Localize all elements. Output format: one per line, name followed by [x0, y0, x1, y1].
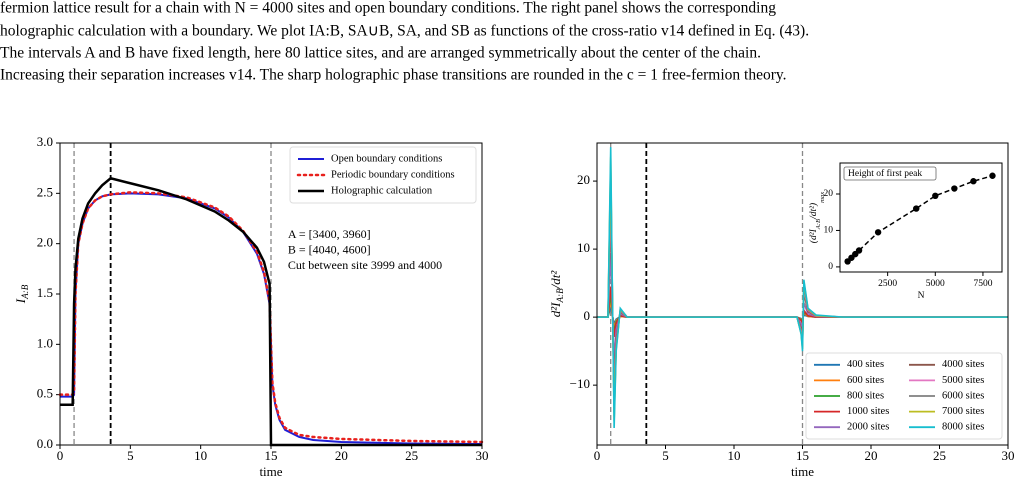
axis-label: d²IA:B/dt²: [548, 270, 565, 318]
y-tick-label: 1.0: [37, 335, 53, 350]
x-tick-label: 2500: [878, 279, 897, 289]
legend-label: 8000 sites: [942, 422, 984, 433]
caption-line: holographic calculation with a boundary.…: [0, 23, 809, 40]
caption-line: Increasing their separation increases v1…: [0, 67, 786, 84]
plot-frame: [839, 162, 1003, 273]
x-tick-label: 0: [57, 448, 64, 463]
y-tick-label: 0: [828, 262, 833, 272]
legend-box: [805, 352, 1003, 440]
y-tick-label: 20: [577, 172, 590, 187]
x-tick-label: 30: [1002, 448, 1015, 463]
series-line: [597, 147, 1008, 429]
x-tick-label: 20: [335, 448, 348, 463]
axis-label-part: A:B: [815, 219, 822, 230]
legend-label: 4000 sites: [942, 359, 984, 370]
data-point: [913, 205, 920, 212]
legend-label: Periodic boundary conditions: [331, 169, 455, 180]
x-tick-label: 25: [933, 448, 946, 463]
data-point: [874, 229, 882, 236]
x-tick-label: 10: [194, 448, 207, 463]
caption-line: fermion lattice result for a chain with …: [0, 0, 776, 17]
legend-label: 5000 sites: [942, 375, 984, 386]
x-tick-label: 7500: [973, 279, 992, 289]
y-tick-label: 0.5: [37, 386, 53, 401]
y-tick-label: 20: [824, 189, 834, 199]
x-axis-label: time: [791, 464, 814, 479]
data-point: [989, 172, 996, 179]
data-point: [855, 247, 863, 254]
y-tick-label: 2.0: [37, 235, 53, 250]
y-tick-label: 3.0: [37, 134, 53, 149]
legend-label: Open boundary conditions: [331, 153, 442, 164]
legend-label: Holographic calculation: [331, 185, 433, 196]
annotation: B = [4040, 4600]: [288, 242, 371, 256]
axis-label-part: max: [819, 192, 826, 203]
x-tick-label: 15: [796, 448, 809, 463]
annotation: Cut between site 3999 and 4000: [288, 258, 442, 272]
x-tick-label: 15: [265, 448, 278, 463]
y-tick-label: 0.0: [37, 436, 53, 451]
data-point: [970, 178, 977, 185]
y-tick-label: 2.5: [37, 184, 53, 199]
inset-title: Height of first peak: [848, 168, 922, 179]
legend-label: 600 sites: [847, 375, 884, 386]
inset-title-box: [843, 166, 937, 181]
legend-label: 7000 sites: [942, 406, 984, 417]
axis-label-part: (d²I: [808, 228, 819, 243]
x-tick-label: 5000: [926, 279, 945, 289]
data-point: [932, 192, 939, 200]
y-tick-label: 10: [824, 226, 834, 236]
y-tick-label: −10: [570, 376, 590, 391]
x-tick-label: 25: [405, 448, 418, 463]
legend-label: 6000 sites: [942, 390, 984, 401]
caption-line: The intervals A and B have fixed length,…: [0, 45, 761, 62]
x-tick-label: 5: [662, 448, 669, 463]
axis-label-part: A:B: [20, 284, 30, 300]
x-tick-label: 5: [127, 448, 134, 463]
x-tick-label: 30: [476, 448, 489, 463]
legend-label: 800 sites: [847, 390, 884, 401]
axis-label-part: d²I: [548, 302, 563, 317]
y-tick-label: 0: [584, 308, 591, 323]
annotation: A = [3400, 3960]: [288, 227, 371, 241]
plot-frame: [596, 142, 1009, 446]
axis-label: IA:B: [13, 284, 30, 304]
x-tick-label: 10: [728, 448, 741, 463]
axis-label-part: A:B: [555, 288, 565, 304]
data-point: [951, 185, 958, 192]
y-tick-label: 1.5: [37, 285, 53, 300]
legend-label: 400 sites: [847, 359, 884, 370]
plot-frame: [59, 142, 483, 446]
x-tick-label: 20: [865, 448, 878, 463]
series-line: [847, 175, 993, 262]
x-axis-label: N: [918, 291, 925, 301]
axis-label: (d²IA:B/dt²)max: [808, 192, 825, 243]
legend-label: 2000 sites: [847, 422, 889, 433]
legend-label: 1000 sites: [847, 406, 889, 417]
x-axis-label: time: [259, 464, 282, 479]
axis-label-part: /dt²: [548, 270, 563, 290]
axis-label-part: I: [13, 298, 28, 304]
y-tick-label: 10: [577, 240, 590, 255]
axis-label-part: /dt²): [808, 203, 819, 220]
legend-box: [289, 146, 477, 204]
x-tick-label: 0: [594, 448, 601, 463]
